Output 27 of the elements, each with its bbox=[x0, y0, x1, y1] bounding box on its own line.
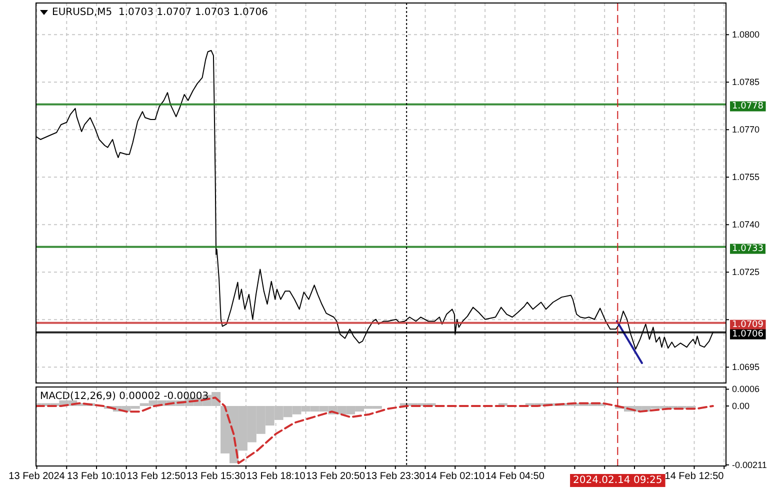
y-tick-label: 1.0695 bbox=[732, 362, 760, 372]
y-tick-label: 1.0755 bbox=[732, 172, 760, 182]
chart-title: MACD(12,26,9) 0.00002 -0.00003 bbox=[40, 391, 209, 402]
x-tick-label: 13 Feb 18:10 bbox=[246, 471, 306, 482]
x-tick-label: 14 Feb 12:50 bbox=[664, 471, 724, 482]
x-tick-label: 13 Feb 23:30 bbox=[366, 471, 426, 482]
x-tick-label: 13 Feb 10:10 bbox=[67, 471, 126, 482]
ref-line-label: 2024.02.14 09:25 bbox=[573, 475, 662, 486]
ref-line-label: 1.0733 bbox=[732, 244, 764, 254]
y-tick-label: 1.0770 bbox=[732, 124, 760, 135]
x-tick-label: 13 Feb 15:30 bbox=[186, 471, 246, 482]
chart-title: EURUSD,M5 1.0703 1.0707 1.0703 1.0706 bbox=[52, 7, 268, 18]
x-tick-label: 13 Feb 12:50 bbox=[126, 471, 186, 482]
x-tick-label: 14 Feb 04:50 bbox=[485, 471, 545, 482]
y-tick-label: 1.0785 bbox=[732, 77, 760, 88]
y-tick-label: 1.0740 bbox=[732, 220, 760, 230]
x-tick-label: 14 Feb 02:10 bbox=[426, 471, 486, 482]
y-tick-label: 0.0006 bbox=[732, 384, 760, 394]
ref-line-label: 1.0706 bbox=[732, 329, 764, 340]
y-tick-label: 1.0800 bbox=[732, 30, 760, 40]
ref-line-label: 1.0778 bbox=[732, 101, 764, 112]
y-tick-label: 1.0725 bbox=[732, 267, 760, 278]
x-tick-label: 13 Feb 2024 bbox=[8, 471, 66, 482]
ref-line-label: 1.0709 bbox=[732, 320, 764, 330]
y-tick-label: 0.00 bbox=[732, 400, 750, 411]
x-tick-label: 13 Feb 20:50 bbox=[306, 471, 366, 482]
y-tick-label: -0.00211 bbox=[732, 460, 767, 470]
